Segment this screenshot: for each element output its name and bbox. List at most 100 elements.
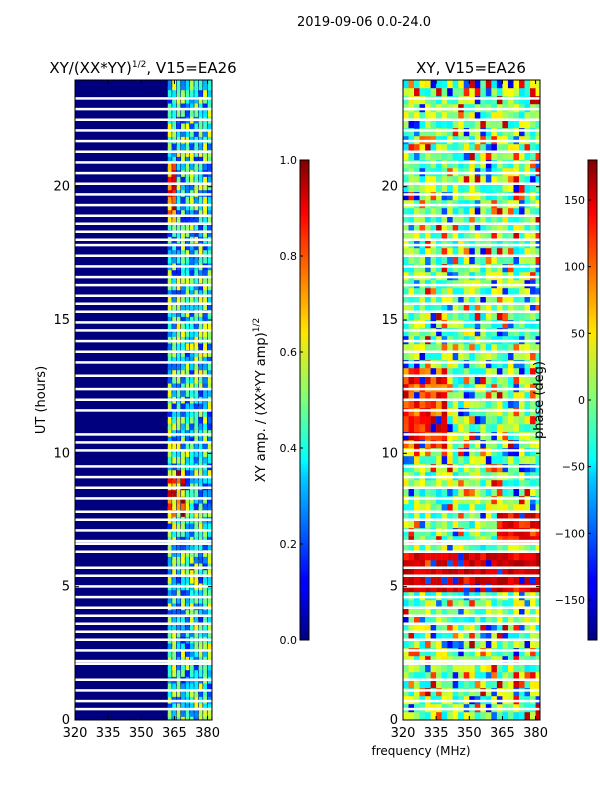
phase-cell: [469, 328, 475, 337]
amplitude-cell: [203, 246, 207, 257]
amplitude-cell: [172, 646, 177, 657]
phase-cell: [463, 632, 470, 641]
phase-cell: [502, 296, 509, 305]
phase-cell: [535, 320, 540, 329]
amplitude-cell: [203, 353, 207, 364]
phase-cell: [458, 616, 464, 625]
phase-cell: [452, 184, 459, 193]
phase-cell: [502, 448, 509, 457]
phase-cell: [485, 112, 492, 121]
phase-cell: [491, 512, 497, 521]
amplitude-cell: [198, 633, 203, 644]
phase-cell: [480, 424, 486, 433]
phase-cell: [419, 184, 426, 193]
phase-cell: [524, 392, 531, 401]
phase-cell: [485, 584, 492, 593]
phase-cell: [491, 632, 497, 641]
amplitude-cell: [207, 513, 212, 524]
flagged-row: [75, 161, 212, 164]
flagged-row: [75, 486, 212, 489]
phase-cell: [430, 624, 437, 633]
phase-cell: [480, 648, 486, 657]
phase-cell: [480, 600, 486, 609]
phase-cell: [485, 568, 492, 577]
amplitude-cell: [207, 666, 212, 677]
phase-cell: [430, 424, 437, 433]
amplitude-cell: [167, 220, 172, 231]
phase-cell: [458, 328, 464, 337]
phase-cell: [441, 216, 448, 225]
phase-cell: [425, 216, 431, 225]
amplitude-cell: [203, 613, 207, 624]
phase-cell: [447, 448, 453, 457]
phase-cell: [530, 224, 536, 233]
flagged-row: [403, 649, 540, 652]
phase-cell: [430, 208, 437, 217]
phase-cell: [452, 216, 459, 225]
amplitude-cell: [167, 440, 172, 451]
phase-cell: [436, 576, 442, 585]
amplitude-cell: [198, 653, 203, 664]
phase-cell: [507, 112, 514, 121]
amplitude-cell: [189, 680, 194, 691]
amplitude-cell: [176, 466, 181, 477]
phase-frame: [402, 79, 541, 721]
phase-cell: [436, 560, 442, 569]
phase-cell: [535, 616, 540, 625]
amplitude-cell: [172, 573, 177, 584]
phase-cell: [513, 160, 520, 169]
phase-cell: [452, 112, 459, 121]
amplitude-cell: [189, 206, 194, 217]
amplitude-cell: [203, 373, 207, 384]
phase-cell: [436, 344, 442, 353]
phase-cell: [485, 80, 492, 89]
x-tick-label: 320: [391, 726, 416, 741]
amplitude-cell: [167, 113, 172, 124]
amplitude-cell: [176, 566, 181, 577]
phase-cell: [447, 176, 453, 185]
phase-cell: [447, 88, 453, 97]
flagged-row: [403, 387, 540, 391]
phase-cell: [491, 360, 497, 369]
phase-cell: [469, 624, 475, 633]
phase-cell: [524, 440, 531, 449]
amplitude-cell: [167, 573, 172, 584]
flagged-row: [75, 214, 212, 217]
phase-cell: [496, 256, 503, 265]
phase-cell: [491, 496, 497, 505]
phase-cell: [436, 432, 442, 441]
phase-cell: [469, 416, 475, 425]
flagged-row: [403, 97, 540, 100]
phase-cell: [414, 560, 420, 569]
phase-cell: [485, 624, 492, 633]
phase-cell: [507, 632, 514, 641]
amplitude-cell: [194, 633, 199, 644]
phase-cell: [507, 144, 514, 153]
amplitude-cell: [172, 140, 177, 151]
phase-cell: [469, 496, 475, 505]
amplitude-cell: [185, 500, 190, 511]
phase-cell: [425, 408, 431, 417]
colorbar-tick-label: 0.8: [280, 250, 298, 263]
amplitude-cell: [176, 653, 181, 664]
amplitude-cell: [198, 500, 203, 511]
amplitude-cell: [203, 286, 207, 297]
phase-cell: [408, 680, 415, 689]
phase-cell: [480, 528, 486, 537]
phase-cell: [458, 632, 464, 641]
amplitude-cell: [181, 566, 185, 577]
phase-cell: [507, 560, 514, 569]
amplitude-cell: [189, 366, 194, 377]
phase-cell: [507, 376, 514, 385]
phase-cell: [502, 576, 509, 585]
amplitude-cell: [181, 293, 185, 304]
phase-cell: [441, 352, 448, 361]
amplitude-cell: [189, 633, 194, 644]
amplitude-cell: [185, 620, 190, 631]
phase-cell: [513, 400, 520, 409]
phase-cell: [452, 408, 459, 417]
phase-cell: [403, 224, 409, 233]
phase-cell: [507, 184, 514, 193]
phase-cell: [408, 144, 415, 153]
amplitude-cell: [207, 133, 212, 144]
